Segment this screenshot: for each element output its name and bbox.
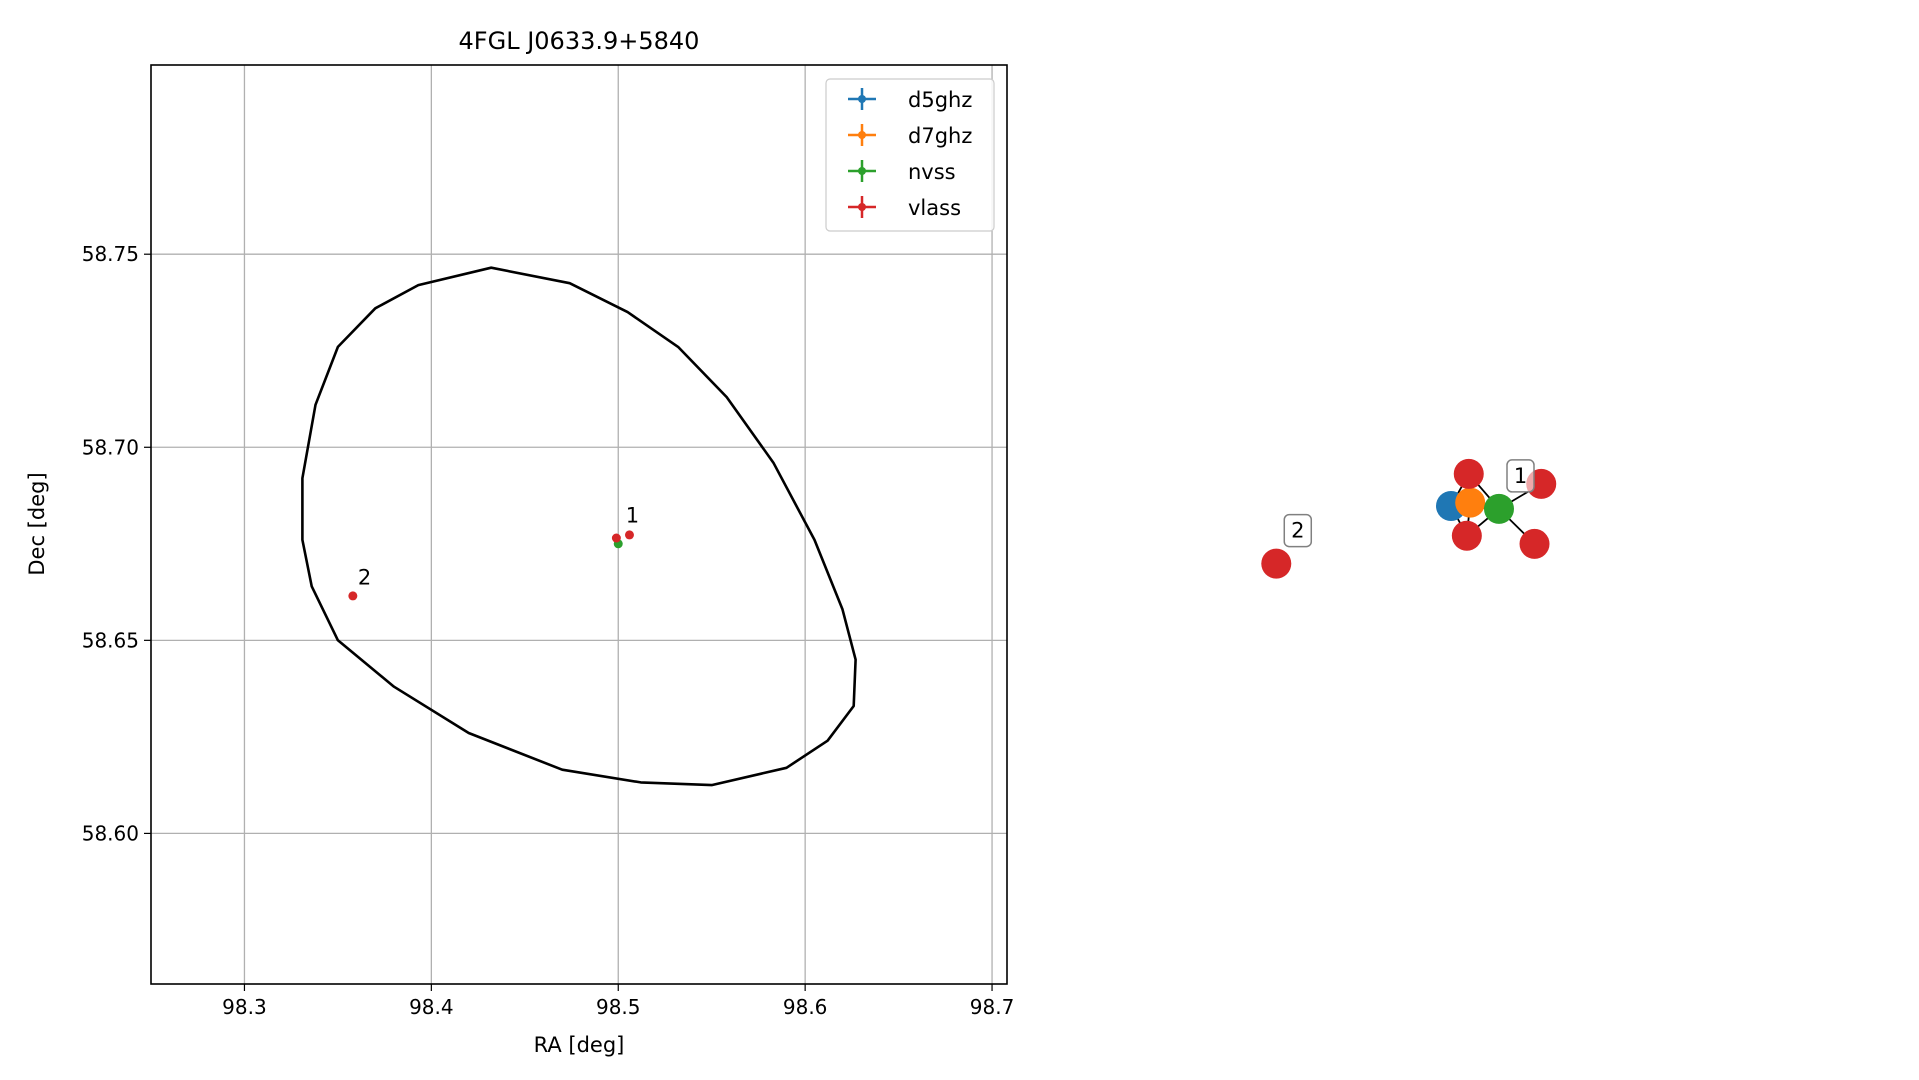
network-node-nvss — [1484, 493, 1514, 524]
vlass-point — [348, 591, 358, 601]
network-node-label: 1 — [1514, 464, 1527, 488]
y-tick-label: 58.60 — [82, 821, 139, 845]
tick-layer: 98.3 98.4 98.5 98.6 98.7 58.60 58.65 58.70 58.75 — [82, 242, 1015, 1019]
x-tick-label: 98.7 — [970, 995, 1015, 1019]
annotation-layer: 12 — [358, 504, 639, 590]
x-axis-label: RA [deg] — [534, 1033, 625, 1057]
network-node-vlass_right_bottom — [1519, 528, 1550, 559]
x-tick-label: 98.6 — [783, 995, 828, 1019]
d7ghz-legend-marker — [858, 131, 866, 139]
x-tick-label: 98.3 — [222, 995, 267, 1019]
nvss-legend-label: nvss — [908, 160, 956, 184]
d5ghz-legend-marker — [858, 95, 866, 103]
legend: d5ghz d7ghz nvss vlass — [825, 78, 995, 232]
y-tick-label: 58.75 — [82, 242, 139, 266]
vlass-legend-label: vlass — [908, 196, 961, 220]
network-label-box — [1283, 513, 1313, 548]
y-tick-label: 58.70 — [82, 435, 139, 459]
x-tick-label: 98.4 — [409, 995, 454, 1019]
network-panel: 12 — [1261, 458, 1557, 579]
network-node-vlass_far — [1261, 548, 1292, 579]
d7ghz-legend-label: d7ghz — [908, 124, 972, 148]
network-label-box — [1506, 459, 1535, 493]
chart-title: 4FGL J0633.9+5840 — [459, 27, 700, 55]
d5ghz-legend-label: d5ghz — [908, 88, 972, 112]
y-axis-label: Dec [deg] — [25, 472, 49, 575]
legend-items: d5ghz d7ghz nvss vlass — [848, 88, 972, 220]
point-annotation: 1 — [626, 504, 639, 528]
network-labels: 12 — [1283, 459, 1535, 548]
y-tick-label: 58.65 — [82, 628, 139, 652]
vlass-point — [611, 533, 621, 543]
legend-frame — [825, 78, 995, 232]
point-annotation: 2 — [358, 565, 371, 589]
ellipse-layer — [301, 266, 857, 787]
x-tick-label: 98.5 — [596, 995, 641, 1019]
vlass-point — [624, 530, 634, 540]
network-node-d7ghz — [1455, 487, 1486, 518]
nvss-legend-marker — [858, 167, 866, 175]
network-node-vlass_bottom — [1451, 520, 1482, 551]
scatter-panel: 98.3 98.4 98.5 98.6 98.7 58.60 58.65 58.70 58.75… — [25, 27, 1014, 1057]
points-layer — [348, 530, 634, 601]
network-node-vlass_top — [1453, 458, 1484, 489]
plot-frame — [150, 64, 1008, 985]
network-node-label: 2 — [1291, 519, 1304, 543]
error-ellipse — [301, 266, 857, 787]
network-nodes — [1261, 458, 1557, 579]
vlass-legend-marker — [858, 203, 866, 211]
